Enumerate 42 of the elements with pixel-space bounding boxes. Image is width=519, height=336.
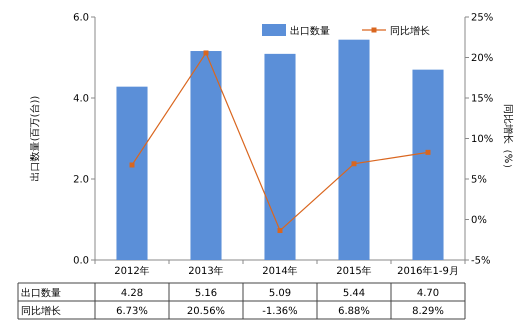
y2-tick-label: 20% [471, 53, 494, 64]
point [130, 162, 134, 168]
y2-tick-label: 0% [471, 215, 487, 226]
bar [264, 54, 296, 260]
y2-tick-label: 5% [471, 174, 487, 186]
point [278, 228, 282, 234]
point [426, 150, 430, 155]
point [352, 161, 356, 166]
y-tick-label: 0.0 [73, 256, 89, 266]
bar [338, 40, 370, 260]
y2-axis-title: 同比增长（%） [502, 104, 514, 174]
y2-tick-label: 10% [471, 134, 494, 145]
x-tick-label: 2012年 [114, 265, 150, 277]
y2-tick-label: 25% [471, 12, 494, 24]
text: 同比增长 [21, 306, 61, 317]
data-label: 5.44 [342, 288, 366, 299]
y-axis-title: 出口数量(百万(台)) [29, 96, 41, 182]
point [204, 50, 208, 56]
x-tick-label: 2014年 [262, 265, 298, 277]
data-label: 6.88% [338, 306, 370, 317]
x-tick-label: 2013年 [188, 265, 224, 277]
data-label: 20.56% [186, 306, 226, 317]
data-label: 5.16 [194, 288, 218, 299]
y-tick-label: 6.0 [73, 12, 89, 24]
x-tick-label: 2016年1-9月 [397, 265, 459, 277]
text: 出口数量 [21, 288, 61, 299]
data-label: -1.36% [262, 306, 298, 317]
data-label: 4.70 [416, 288, 440, 299]
data-label: 6.73% [116, 306, 148, 317]
legend-label: 出口数量 [290, 25, 330, 37]
data-label: 5.09 [268, 288, 292, 299]
bar [412, 70, 444, 260]
bar [116, 86, 148, 260]
x-tick-label: 2015年 [336, 265, 372, 277]
y-tick-label: 4.0 [73, 94, 89, 104]
data-label: 8.29% [412, 306, 444, 317]
bar [190, 51, 222, 260]
y-tick-label: 2.0 [73, 174, 89, 186]
y2-tick-label: 15% [471, 94, 494, 104]
legend-label: 同比增长 [390, 25, 430, 37]
data-label: 4.28 [120, 288, 144, 299]
y2-tick-label: -5% [471, 256, 490, 266]
